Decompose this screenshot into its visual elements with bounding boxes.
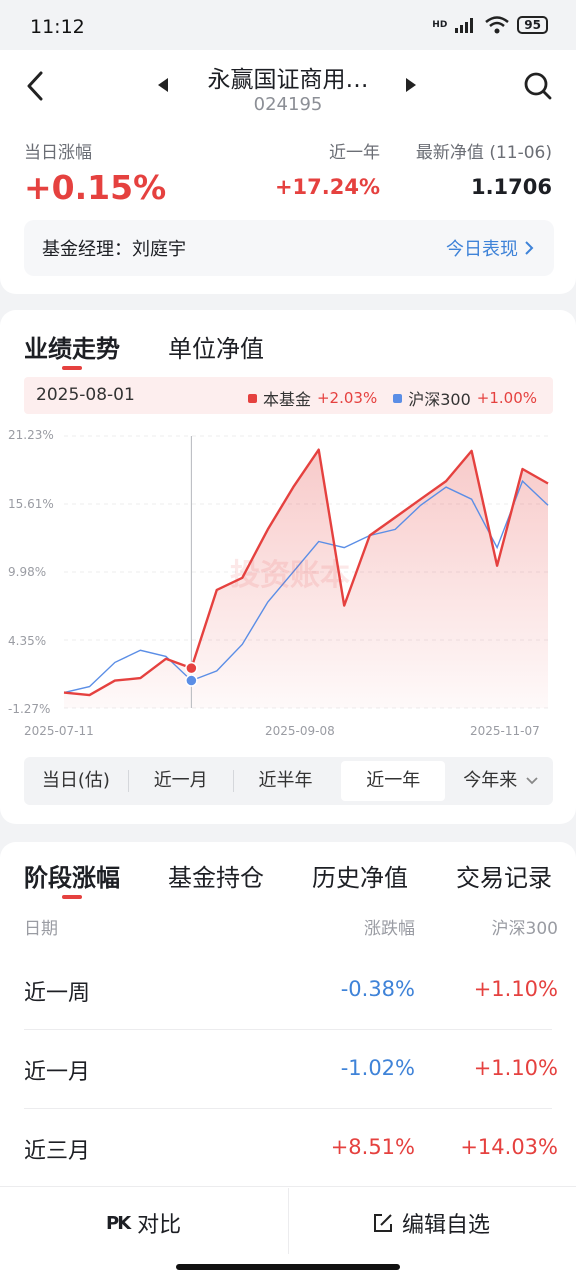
index-series-line xyxy=(63,479,549,694)
legend-date: 2025-08-01 xyxy=(36,385,135,405)
tab-stage-change[interactable]: 阶段涨幅 xyxy=(24,864,120,892)
table-row-change: +8.51% xyxy=(330,1135,415,1159)
compare-button[interactable]: PK 对比 xyxy=(106,1207,181,1239)
year-change-label: 近一年 xyxy=(329,143,380,163)
index-legend-name: 沪深300 xyxy=(408,390,471,409)
y-tick-label: 9.98% xyxy=(8,565,47,579)
today-performance-link[interactable]: 今日表现 xyxy=(446,235,534,261)
range-one-year[interactable]: 近一年 xyxy=(341,761,446,801)
chevron-down-icon xyxy=(526,777,538,785)
fund-point-marker xyxy=(185,661,198,675)
search-button[interactable] xyxy=(518,66,558,106)
table-row-period: 近三月 xyxy=(24,1139,91,1164)
pk-icon: PK xyxy=(106,1212,131,1234)
x-tick-label: 2025-11-07 xyxy=(470,724,540,738)
table-row-index: +1.10% xyxy=(473,1056,558,1080)
table-row-index: +14.03% xyxy=(460,1135,558,1159)
status-icons: HD 95 xyxy=(432,16,548,34)
tab-unit-nav[interactable]: 单位净值 xyxy=(168,335,264,363)
signal-icon xyxy=(455,18,474,33)
fund-legend-name: 本基金 xyxy=(262,390,311,409)
table-row-change: -1.02% xyxy=(340,1056,415,1080)
range-one-month[interactable]: 近一月 xyxy=(153,770,208,791)
chart-legend: 2025-08-01 本基金 +2.03% 沪深300 +1.00% xyxy=(24,377,553,414)
table-row-change: -0.38% xyxy=(340,977,415,1001)
status-time: 11:12 xyxy=(30,16,85,38)
y-tick-label: -1.27% xyxy=(8,702,51,716)
y-tick-label: 15.61% xyxy=(8,497,54,511)
edit-watchlist-button[interactable]: 编辑自选 xyxy=(372,1207,490,1239)
column-header-change: 涨跌幅 xyxy=(364,919,415,939)
y-tick-label: 21.23% xyxy=(8,428,54,442)
fund-series-area xyxy=(64,449,548,708)
tab-active-indicator xyxy=(62,895,82,899)
compare-label: 对比 xyxy=(137,1213,182,1238)
battery-indicator: 95 xyxy=(517,16,548,34)
performance-chart[interactable]: 投资账本 xyxy=(0,420,576,720)
chevron-right-icon xyxy=(525,241,534,255)
fund-legend-value: +2.03% xyxy=(316,389,378,407)
next-fund-icon[interactable] xyxy=(406,78,416,92)
watermark-text: 投资账本 xyxy=(230,558,350,593)
index-legend-swatch xyxy=(393,393,403,403)
column-header-index: 沪深300 xyxy=(491,919,558,939)
range-half-year[interactable]: 近半年 xyxy=(258,770,313,791)
range-ytd[interactable]: 今年来 xyxy=(449,761,553,801)
daily-change-label: 当日涨幅 xyxy=(24,143,92,163)
nav-value: 1.1706 xyxy=(470,175,552,199)
fund-name: 永赢国证商用… xyxy=(207,67,369,93)
previous-fund-icon[interactable] xyxy=(158,78,168,92)
range-ytd-label: 今年来 xyxy=(463,770,518,791)
search-icon xyxy=(524,72,552,100)
table-row-index: +1.10% xyxy=(473,977,558,1001)
legend-entries: 本基金 +2.03% 沪深300 +1.00% xyxy=(247,386,537,410)
row-divider xyxy=(24,1108,552,1109)
fund-legend-swatch xyxy=(247,393,257,403)
fund-code: 024195 xyxy=(253,94,323,115)
table-row-period: 近一月 xyxy=(24,1060,91,1085)
row-divider xyxy=(24,1029,552,1030)
tab-holdings[interactable]: 基金持仓 xyxy=(168,864,264,892)
bottom-divider xyxy=(288,1188,289,1254)
hd-label: HD xyxy=(432,20,448,30)
home-indicator xyxy=(176,1264,400,1270)
index-legend-value: +1.00% xyxy=(476,389,537,407)
fund-series-line xyxy=(63,448,549,697)
range-selector: 当日(估) 近一月 近半年 近一年 今年来 xyxy=(24,757,553,805)
tab-history-nav[interactable]: 历史净值 xyxy=(312,864,408,892)
performance-card xyxy=(0,842,576,1202)
daily-change-value: +0.15% xyxy=(24,168,167,207)
fund-manager-label: 基金经理：刘庭宇 xyxy=(42,239,186,260)
column-header-date: 日期 xyxy=(24,919,58,939)
tab-transactions[interactable]: 交易记录 xyxy=(456,864,552,892)
year-change-value: +17.24% xyxy=(274,175,380,199)
edit-icon xyxy=(374,1214,392,1232)
tab-performance-trend[interactable]: 业绩走势 xyxy=(24,335,120,363)
edit-watchlist-label: 编辑自选 xyxy=(402,1213,491,1238)
wifi-icon xyxy=(485,16,510,34)
range-divider xyxy=(232,770,234,792)
range-divider xyxy=(127,770,129,792)
table-row-period: 近一周 xyxy=(24,981,91,1006)
today-performance-label: 今日表现 xyxy=(446,239,518,260)
index-point-marker xyxy=(185,674,198,687)
x-tick-label: 2025-09-08 xyxy=(265,724,335,738)
back-button[interactable] xyxy=(18,66,52,106)
fund-manager-row[interactable]: 基金经理：刘庭宇 今日表现 xyxy=(24,220,554,276)
chevron-left-icon xyxy=(27,71,43,101)
y-tick-label: 4.35% xyxy=(8,634,47,648)
x-tick-label: 2025-07-11 xyxy=(24,724,94,738)
range-today-estimate[interactable]: 当日(估) xyxy=(41,770,110,791)
nav-label: 最新净值 (11-06) xyxy=(415,143,552,163)
tab-active-indicator xyxy=(62,366,82,370)
